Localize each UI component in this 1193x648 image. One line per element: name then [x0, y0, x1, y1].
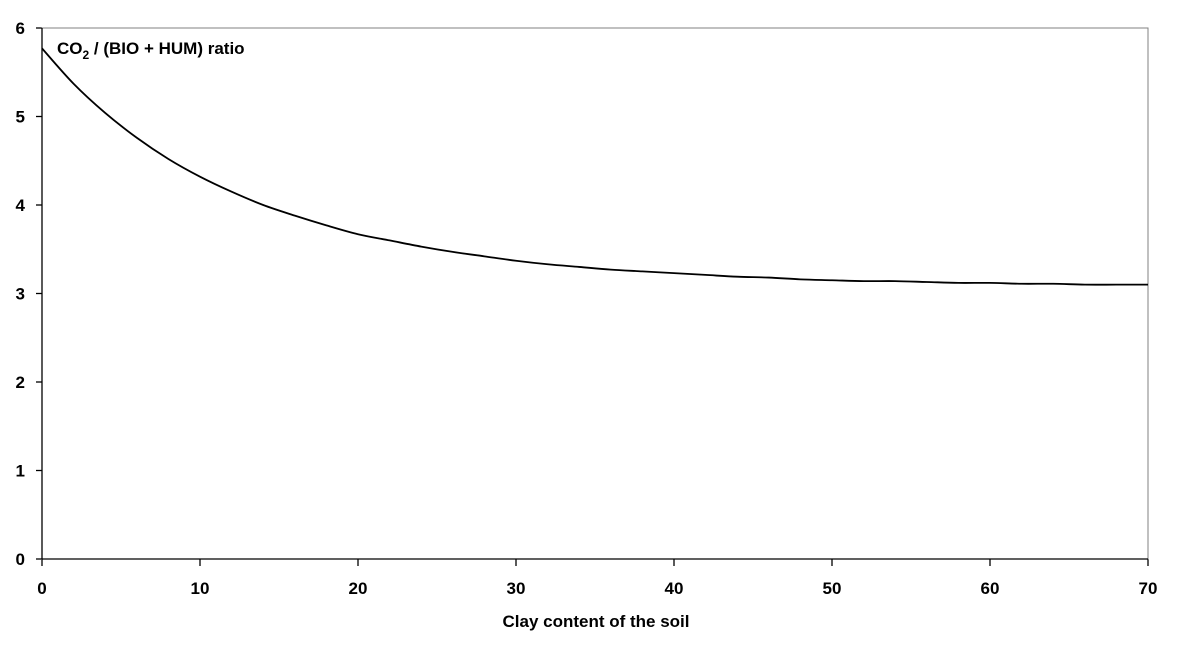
- plot-frame: [41, 27, 1149, 560]
- y-tick-label: 0: [16, 550, 25, 569]
- annotation: CO2 / (BIO + HUM) ratio: [57, 39, 245, 62]
- x-tick-label: 20: [349, 579, 368, 598]
- x-tick-label: 40: [665, 579, 684, 598]
- annotation-sub: 2: [83, 48, 90, 62]
- y-tick-label: 3: [16, 285, 25, 304]
- x-tick-label: 50: [823, 579, 842, 598]
- x-tick-label: 0: [37, 579, 46, 598]
- x-tick-label: 30: [507, 579, 526, 598]
- y-tick-label: 4: [16, 196, 26, 215]
- annotation-pre: CO: [57, 39, 83, 58]
- x-tick-label: 60: [981, 579, 1000, 598]
- series-line: [41, 47, 1148, 286]
- x-tick-label: 10: [191, 579, 210, 598]
- x-tick-label: 70: [1139, 579, 1158, 598]
- x-axis-title: Clay content of the soil: [502, 612, 689, 631]
- y-tick-label: 5: [16, 108, 25, 127]
- y-tick-label: 6: [16, 19, 25, 38]
- y-tick-label: 2: [16, 373, 25, 392]
- annotation-post: / (BIO + HUM) ratio: [89, 39, 244, 58]
- y-tick-label: 1: [16, 462, 25, 481]
